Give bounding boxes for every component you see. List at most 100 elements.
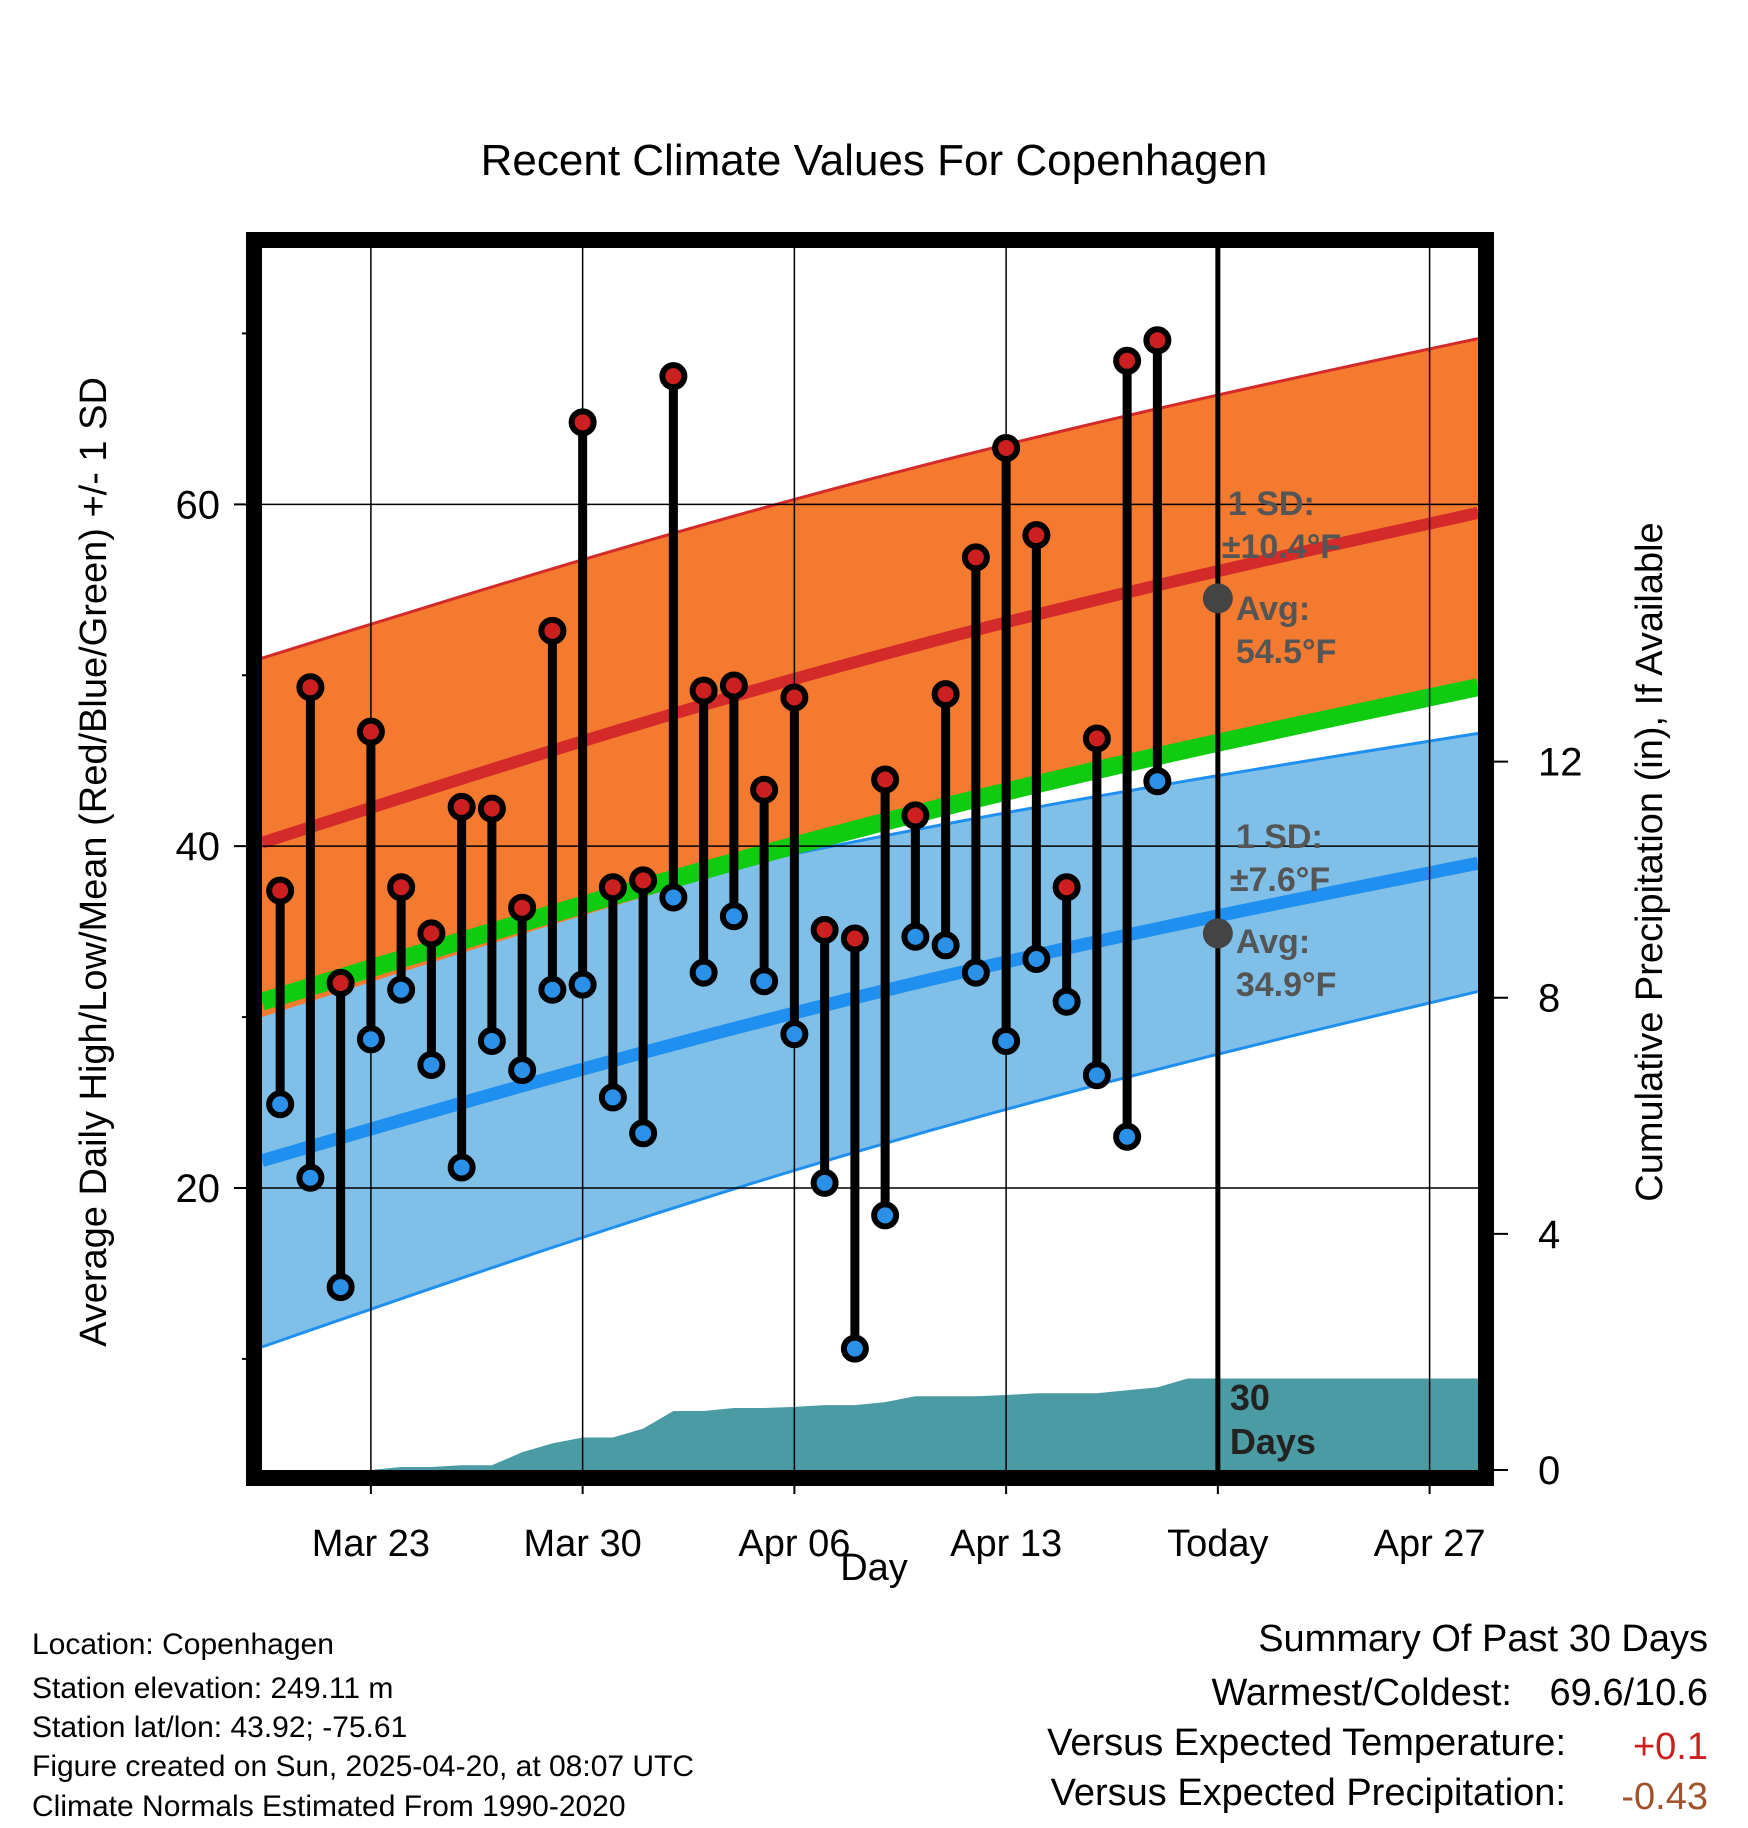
x-tick-label-4: Today (1167, 1523, 1268, 1565)
high-point-5 (417, 919, 446, 948)
info-latlon: Station lat/lon: 43.92; -75.61 (32, 1711, 408, 1744)
x-axis-label: Day (840, 1547, 908, 1589)
info-created: Figure created on Sun, 2025-04-20, at 08… (32, 1750, 695, 1783)
low-avg-label: Avg: (1236, 923, 1310, 961)
high-point-22 (931, 680, 960, 709)
precip-area-fill (280, 1378, 1478, 1470)
info-normals: Climate Normals Estimated From 1990-2020 (32, 1790, 626, 1823)
low-point-15 (719, 902, 748, 931)
low-point-18 (810, 1168, 839, 1197)
low-sd-value: ±7.6°F (1230, 861, 1330, 899)
low-point-4 (387, 975, 416, 1004)
low-point-0 (266, 1090, 295, 1119)
plot-frame (246, 232, 1494, 1486)
low-point-13 (659, 883, 688, 912)
climate-chart: Recent Climate Values For Copenhagen 30D… (73, 136, 1671, 1589)
y2-tick-label-1: 4 (1538, 1213, 1560, 1257)
normal-annotations: 1 SD: ±10.4°F Avg: 54.5°F 1 SD: ±7.6°F Avg: 34.… (1202, 485, 1341, 1004)
precipitation-area (280, 1378, 1478, 1470)
y2-tick-label-0: 0 (1538, 1449, 1560, 1493)
low-point-19 (840, 1334, 869, 1363)
x-tick-label-5: Apr 27 (1374, 1523, 1486, 1565)
low-point-20 (871, 1201, 900, 1230)
y2-tick-label-3: 12 (1538, 741, 1583, 785)
y-tick-label-0: 20 (176, 1167, 221, 1211)
high-point-9 (538, 616, 567, 645)
high-sd-label: 1 SD: (1228, 485, 1315, 523)
low-point-12 (629, 1119, 658, 1148)
y2-tick-label-2: 8 (1538, 977, 1560, 1021)
high-point-26 (1052, 873, 1081, 902)
low-point-24 (992, 1027, 1021, 1056)
high-avg-label: Avg: (1236, 590, 1310, 628)
high-point-21 (901, 801, 930, 830)
y2-axis-label: Cumulative Precipitation (in), If Availa… (1629, 522, 1671, 1201)
high-point-18 (810, 915, 839, 944)
low-avg-value: 34.9°F (1236, 966, 1337, 1004)
axes: Mar 23 Mar 30 Apr 06 Apr 13 Today Apr 2720406… (176, 332, 1583, 1565)
low-point-5 (417, 1050, 446, 1079)
y-axis-label: Average Daily High/Low/Mean (Red/Blue/Gr… (73, 377, 115, 1347)
low-point-17 (780, 1020, 809, 1049)
low-point-26 (1052, 987, 1081, 1016)
high-point-3 (356, 717, 385, 746)
summary-warm-value: 69.6/10.6 (1549, 1672, 1708, 1714)
low-point-23 (961, 958, 990, 987)
summary-title: Summary Of Past 30 Days (1258, 1618, 1708, 1660)
high-point-15 (719, 671, 748, 700)
daily-stems (275, 340, 1162, 1349)
low-point-22 (931, 931, 960, 960)
high-sd-value: ±10.4°F (1222, 528, 1341, 566)
x-tick-label-2: Apr 06 (738, 1523, 850, 1565)
low-point-7 (477, 1027, 506, 1056)
high-point-0 (266, 876, 295, 905)
high-point-29 (1143, 326, 1172, 355)
low-point-6 (447, 1153, 476, 1182)
high-point-14 (689, 676, 718, 705)
low-point-21 (901, 922, 930, 951)
y-tick-label-1: 40 (176, 825, 221, 869)
low-point-16 (750, 967, 779, 996)
chart-title: Recent Climate Values For Copenhagen (481, 136, 1268, 185)
high-point-11 (598, 873, 627, 902)
high-point-4 (387, 873, 416, 902)
low-point-11 (598, 1083, 627, 1112)
x-tick-label-3: Apr 13 (950, 1523, 1062, 1565)
plot-border (246, 232, 1494, 1486)
high-point-8 (508, 893, 537, 922)
today-label-line-1: Days (1230, 1421, 1316, 1462)
high-point-16 (750, 775, 779, 804)
high-point-24 (992, 433, 1021, 462)
low-sd-lower-edge (262, 989, 1478, 1349)
info-elevation: Station elevation: 249.11 m (32, 1672, 394, 1705)
low-point-9 (538, 975, 567, 1004)
high-point-20 (871, 765, 900, 794)
summary-precip-label: Versus Expected Precipitation: (1050, 1772, 1566, 1814)
high-point-17 (780, 683, 809, 712)
low-point-10 (568, 970, 597, 999)
high-point-6 (447, 792, 476, 821)
summary-temp-label: Versus Expected Temperature: (1047, 1722, 1566, 1764)
high-point-12 (629, 866, 658, 895)
info-location: Location: Copenhagen (32, 1628, 334, 1661)
low-sd-band (262, 733, 1478, 1347)
low-point-25 (1022, 944, 1051, 973)
high-avg-value: 54.5°F (1236, 633, 1337, 671)
low-avg-marker (1202, 918, 1233, 949)
high-point-19 (840, 924, 869, 953)
high-point-27 (1082, 724, 1111, 753)
high-point-10 (568, 408, 597, 437)
low-point-29 (1143, 767, 1172, 796)
daily-points (266, 326, 1172, 1363)
high-point-13 (659, 362, 688, 391)
x-tick-label-1: Mar 30 (523, 1523, 641, 1565)
high-point-28 (1113, 346, 1142, 375)
summary-precip-value: -0.43 (1621, 1776, 1708, 1818)
low-point-14 (689, 958, 718, 987)
low-sd-label: 1 SD: (1236, 818, 1323, 856)
today-label-line-0: 30 (1230, 1377, 1270, 1418)
low-point-2 (326, 1273, 355, 1302)
high-point-2 (326, 968, 355, 997)
low-point-28 (1113, 1122, 1142, 1151)
